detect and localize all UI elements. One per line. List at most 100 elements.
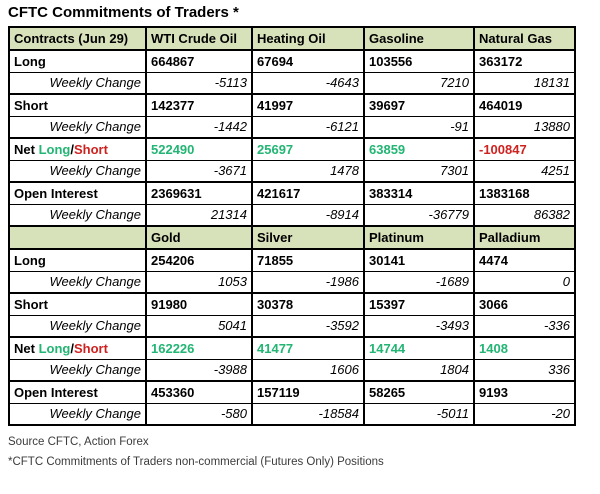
- cell-value: -91: [363, 115, 474, 138]
- cell-value: 0: [473, 270, 575, 293]
- cell-value: -18584: [251, 402, 364, 425]
- row-label: Weekly Change: [8, 115, 146, 138]
- row-label: Weekly Change: [8, 203, 146, 226]
- cell-value: 30141: [363, 248, 474, 271]
- net-label-prefix: Net: [14, 340, 39, 356]
- net-label-short: Short: [73, 141, 108, 157]
- net-label-separator: /: [70, 141, 74, 157]
- row-label: Long: [8, 248, 146, 271]
- cell-value: 3066: [473, 292, 575, 315]
- table-row: Net Long/Short 522490 25697 63859 -100847: [8, 137, 575, 160]
- cell-value: 1478: [251, 159, 364, 182]
- cell-value: -8914: [251, 203, 364, 226]
- cell-value: -6121: [251, 115, 364, 138]
- column-header-cell: Gasoline: [363, 26, 474, 50]
- column-header-cell: Palladium: [473, 225, 575, 249]
- cell-value: 336: [473, 358, 575, 381]
- cell-value: 142377: [145, 93, 252, 116]
- table-row: Open Interest 2369631 421617 383314 1383168: [8, 181, 575, 204]
- cell-value: 383314: [363, 181, 474, 204]
- row-label: Weekly Change: [8, 358, 146, 381]
- row-label: Weekly Change: [8, 71, 146, 94]
- cell-value: -1986: [251, 270, 364, 293]
- cell-value: -1689: [363, 270, 474, 293]
- cell-value: -3493: [363, 314, 474, 337]
- cell-value: 1804: [363, 358, 474, 381]
- table-row: Weekly Change 1053 -1986 -1689 0: [8, 270, 575, 293]
- cell-value: 664867: [145, 49, 252, 72]
- cell-value: 7210: [363, 71, 474, 94]
- cell-value: -1442: [145, 115, 252, 138]
- footer: Source CFTC, Action Forex *CFTC Commitme…: [8, 436, 600, 468]
- cell-value: 30378: [251, 292, 364, 315]
- row-label: Weekly Change: [8, 270, 146, 293]
- row-label: Short: [8, 93, 146, 116]
- cell-value: 25697: [251, 137, 364, 160]
- cell-value: -336: [473, 314, 575, 337]
- cell-value: 254206: [145, 248, 252, 271]
- cot-table-body: Contracts (Jun 29) WTI Crude Oil Heating O…: [8, 26, 575, 425]
- cell-value: 14744: [363, 336, 474, 359]
- net-label-short: Short: [73, 340, 108, 356]
- cell-value: 91980: [145, 292, 252, 315]
- cell-value: -5011: [363, 402, 474, 425]
- cell-value: 41997: [251, 93, 364, 116]
- cell-value: -3671: [145, 159, 252, 182]
- row-label: Weekly Change: [8, 159, 146, 182]
- cell-value: 86382: [473, 203, 575, 226]
- cell-value: -100847: [473, 137, 575, 160]
- row-label: Weekly Change: [8, 314, 146, 337]
- section-header-row: Contracts (Jun 29) WTI Crude Oil Heating O…: [8, 26, 575, 50]
- table-row: Weekly Change -580 -18584 -5011 -20: [8, 402, 575, 425]
- column-header-cell: Heating Oil: [251, 26, 364, 50]
- cell-value: -5113: [145, 71, 252, 94]
- cell-value: 4474: [473, 248, 575, 271]
- table-row: Weekly Change -3671 1478 7301 4251: [8, 159, 575, 182]
- cell-value: 162226: [145, 336, 252, 359]
- table-row: Long 254206 71855 30141 4474: [8, 248, 575, 271]
- page-title: CFTC Commitments of Traders *: [8, 4, 239, 21]
- table-row: Short 91980 30378 15397 3066: [8, 292, 575, 315]
- net-label-long: Long: [38, 340, 71, 356]
- table-row: Short 142377 41997 39697 464019: [8, 93, 575, 116]
- net-label-prefix: Net: [14, 141, 39, 157]
- net-label-long: Long: [38, 141, 71, 157]
- source-note: Source CFTC, Action Forex: [8, 436, 149, 448]
- column-header-cell: Silver: [251, 225, 364, 249]
- column-header-cell: WTI Crude Oil: [145, 26, 252, 50]
- cell-value: 41477: [251, 336, 364, 359]
- section-header-row: Gold Silver Platinum Palladium: [8, 225, 575, 249]
- cell-value: 1408: [473, 336, 575, 359]
- cell-value: 1383168: [473, 181, 575, 204]
- row-label: Short: [8, 292, 146, 315]
- column-header-cell: Gold: [145, 225, 252, 249]
- cell-value: 13880: [473, 115, 575, 138]
- cell-value: 15397: [363, 292, 474, 315]
- table-row: Net Long/Short 162226 41477 14744 1408: [8, 336, 575, 359]
- row-label: Weekly Change: [8, 402, 146, 425]
- cell-value: 63859: [363, 137, 474, 160]
- cell-value: 421617: [251, 181, 364, 204]
- row-label: Open Interest: [8, 181, 146, 204]
- column-header-cell: Natural Gas: [473, 26, 575, 50]
- contracts-header-cell: [8, 225, 146, 249]
- table-row: Weekly Change 21314 -8914 -36779 86382: [8, 203, 575, 226]
- table-row: Weekly Change -3988 1606 1804 336: [8, 358, 575, 381]
- cell-value: 9193: [473, 380, 575, 403]
- row-label: Net Long/Short: [8, 137, 146, 160]
- cell-value: 453360: [145, 380, 252, 403]
- table-row: Weekly Change -5113 -4643 7210 18131: [8, 71, 575, 94]
- cot-table: Contracts (Jun 29) WTI Crude Oil Heating O…: [8, 26, 576, 426]
- row-label: Long: [8, 49, 146, 72]
- cell-value: -3592: [251, 314, 364, 337]
- cell-value: 58265: [363, 380, 474, 403]
- table-row: Open Interest 453360 157119 58265 9193: [8, 380, 575, 403]
- cell-value: -3988: [145, 358, 252, 381]
- cell-value: 4251: [473, 159, 575, 182]
- net-label-separator: /: [70, 340, 74, 356]
- table-row: Weekly Change 5041 -3592 -3493 -336: [8, 314, 575, 337]
- cell-value: -36779: [363, 203, 474, 226]
- cell-value: 363172: [473, 49, 575, 72]
- cell-value: 71855: [251, 248, 364, 271]
